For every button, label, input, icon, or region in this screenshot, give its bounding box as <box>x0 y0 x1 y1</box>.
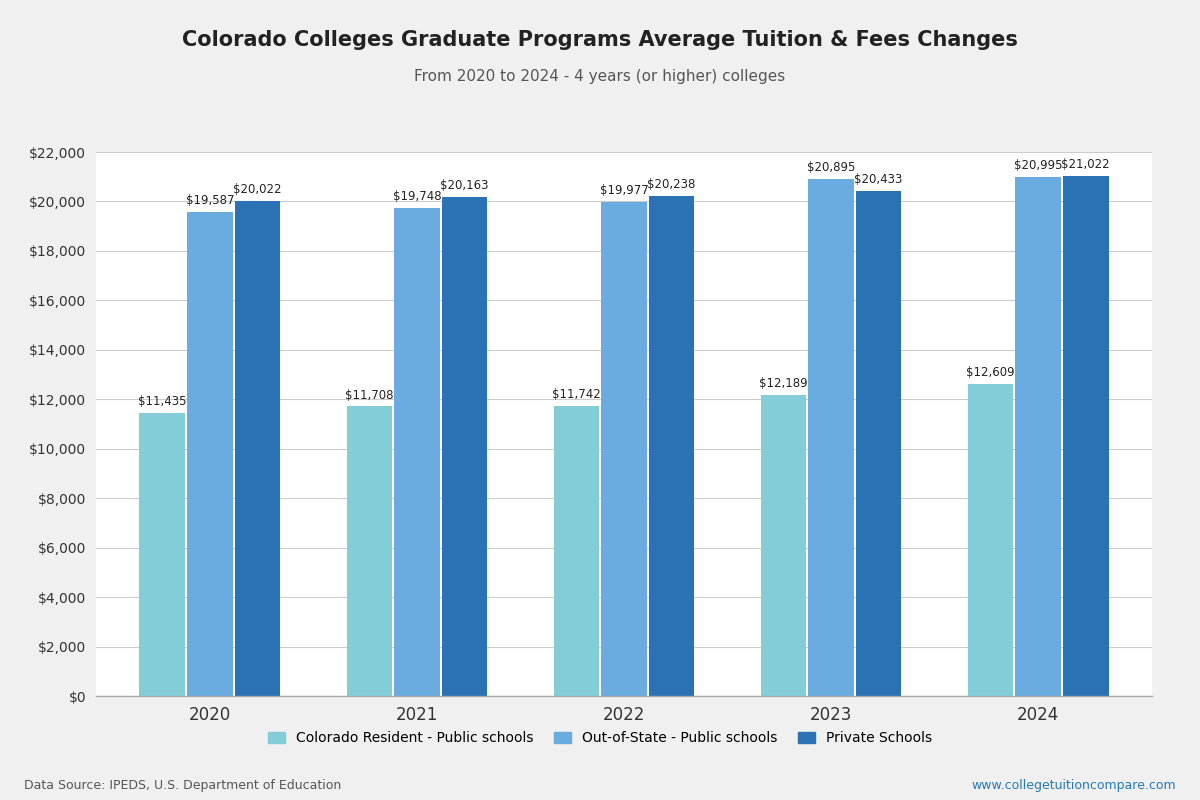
Bar <box>139 414 185 696</box>
Text: Data Source: IPEDS, U.S. Department of Education: Data Source: IPEDS, U.S. Department of E… <box>24 779 341 792</box>
Bar <box>967 384 1013 696</box>
Text: $21,022: $21,022 <box>1062 158 1110 171</box>
Bar <box>235 201 281 696</box>
Bar <box>649 195 695 696</box>
Bar <box>553 406 599 696</box>
Text: $19,977: $19,977 <box>600 184 648 197</box>
Bar <box>394 208 439 696</box>
Text: $11,435: $11,435 <box>138 395 186 408</box>
Text: $20,895: $20,895 <box>806 162 856 174</box>
Text: $11,742: $11,742 <box>552 388 601 401</box>
Bar <box>442 198 487 696</box>
Bar <box>1015 177 1061 696</box>
Bar <box>856 190 901 696</box>
Bar <box>1063 176 1109 696</box>
Text: $20,238: $20,238 <box>648 178 696 190</box>
Text: $20,995: $20,995 <box>1014 159 1062 172</box>
Text: $12,609: $12,609 <box>966 366 1015 379</box>
Text: $19,748: $19,748 <box>392 190 442 202</box>
Bar <box>761 394 806 696</box>
Bar <box>347 406 392 696</box>
Text: $19,587: $19,587 <box>186 194 234 206</box>
Bar <box>187 212 233 696</box>
Text: $20,433: $20,433 <box>854 173 902 186</box>
Bar <box>601 202 647 696</box>
Text: $11,708: $11,708 <box>346 389 394 402</box>
Text: From 2020 to 2024 - 4 years (or higher) colleges: From 2020 to 2024 - 4 years (or higher) … <box>414 69 786 83</box>
Legend: Colorado Resident - Public schools, Out-of-State - Public schools, Private Schoo: Colorado Resident - Public schools, Out-… <box>268 731 932 745</box>
Bar <box>809 179 854 696</box>
Text: $20,163: $20,163 <box>440 179 488 193</box>
Text: Colorado Colleges Graduate Programs Average Tuition & Fees Changes: Colorado Colleges Graduate Programs Aver… <box>182 30 1018 50</box>
Text: $20,022: $20,022 <box>233 183 282 196</box>
Text: www.collegetuitioncompare.com: www.collegetuitioncompare.com <box>971 779 1176 792</box>
Text: $12,189: $12,189 <box>760 377 808 390</box>
